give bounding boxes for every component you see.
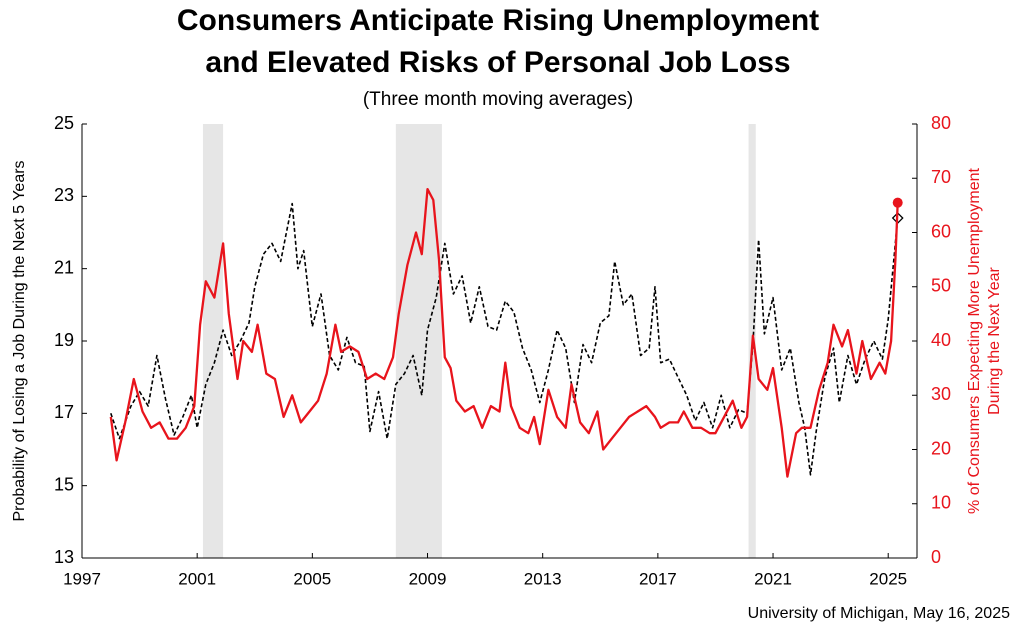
x-tick-label: 2013: [524, 569, 562, 588]
y2-tick-label: 10: [931, 493, 951, 513]
chart-subtitle: (Three month moving averages): [363, 89, 633, 110]
y2-tick-label: 70: [931, 167, 951, 187]
y2-tick-label: 80: [931, 113, 951, 133]
y2-tick-label: 0: [931, 547, 941, 567]
end-marker: [892, 197, 903, 208]
x-tick-label: 2025: [869, 569, 907, 588]
y-axis-label: Probability of Losing a Job During the N…: [11, 160, 28, 521]
x-tick-label: 1997: [63, 569, 101, 588]
y2-tick-label: 30: [931, 384, 951, 404]
y-tick-label: 19: [54, 330, 74, 350]
x-tick-label: 2009: [409, 569, 447, 588]
y2-axis-label: % of Consumers Expecting More Unemployme…: [966, 167, 983, 513]
y-tick-label: 17: [54, 402, 74, 422]
recession-shade: [395, 124, 442, 558]
y2-axis-label: During the Next Year: [986, 267, 1003, 415]
y-tick-label: 23: [54, 185, 74, 205]
y2-tick-label: 50: [931, 276, 951, 296]
x-tick-label: 2005: [293, 569, 331, 588]
chart-title: Consumers Anticipate Rising Unemployment: [177, 4, 819, 37]
x-tick-label: 2017: [639, 569, 677, 588]
y-tick-label: 25: [54, 113, 74, 133]
y2-tick-label: 60: [931, 221, 951, 241]
series-line: [109, 187, 899, 478]
chart-title: and Elevated Risks of Personal Job Loss: [205, 46, 790, 79]
y2-tick-label: 40: [931, 330, 951, 350]
y2-tick-label: 20: [931, 438, 951, 458]
recession-shade: [202, 124, 224, 558]
y-tick-label: 21: [54, 257, 74, 277]
y-tick-label: 13: [54, 547, 74, 567]
x-tick-label: 2001: [178, 569, 216, 588]
source-note: University of Michigan, May 16, 2025: [748, 605, 1010, 622]
x-tick-label: 2021: [754, 569, 792, 588]
y-tick-label: 15: [54, 474, 74, 494]
series-line: [110, 202, 899, 476]
